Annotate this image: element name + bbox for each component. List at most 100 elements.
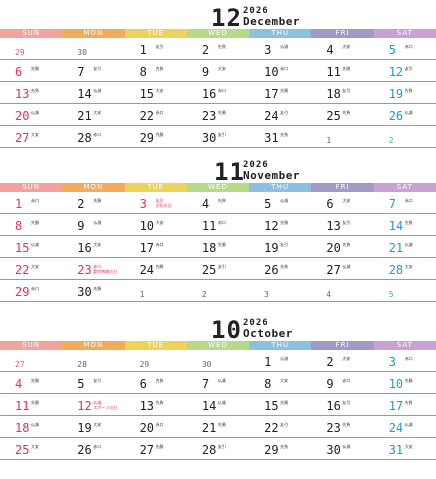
day-number: 25 [326,109,341,123]
rokuyo-label: 先勝 [217,242,226,247]
day-number: 7 [388,197,396,211]
day-number: 18 [15,421,30,435]
month-name: November [243,169,300,182]
day-cell: 25 先負 [311,104,373,125]
day-cell: 12 仏滅 スポーツの日 [62,394,124,415]
weekday-label-fri: FRI [311,183,374,192]
day-number: 26 [388,109,404,123]
day-cell: 23 赤口 勤労感謝の日 [62,258,124,279]
day-cell: 16 大安 [62,236,124,257]
rokuyo-label: 大安 [31,132,39,137]
rokuyo-label: 仏滅 [342,264,351,269]
day-number: 2 [388,136,394,145]
day-number: 17 [264,87,279,101]
rokuyo-label: 友引 [342,400,351,405]
day-cell: 7 仏滅 [187,372,249,393]
day-number: 8 [264,377,272,391]
day-cell: 21 仏滅 [374,236,436,257]
day-cell: 28 大安 [374,258,436,279]
day-cell: 9 大安 [187,60,249,81]
day-cell: 8 先負 [125,60,187,81]
day-cell: 8 先勝 [0,214,62,235]
weekday-label-thu: THU [249,341,312,350]
day-cell: 15 先勝 [249,394,311,415]
rokuyo-label: 仏滅 [404,110,413,115]
rokuyo-label: 仏滅 [93,88,102,93]
day-number: 12 [77,399,92,413]
rokuyo-label: 大安 [404,444,413,449]
week-row: 25 大安 26 赤口 27 先勝 28 友引 29 先負 30 仏滅 31 大安 [0,438,436,460]
day-cell: 4 先勝 [0,372,62,393]
day-cell: 4 大安 [311,38,373,59]
day-cell: 1 赤口 [0,192,62,213]
rokuyo-label: 大安 [404,264,413,269]
weekday-label-sun: SUN [0,341,63,350]
day-cell: 14 仏滅 [187,394,249,415]
day-number: 19 [77,421,92,435]
rokuyo-label: 仏滅 [280,356,289,361]
day-cell: 18 友引 [311,82,373,103]
day-number: 31 [264,131,279,145]
day-cell: 20 先負 [311,236,373,257]
rokuyo-label: 先勝 [280,88,289,93]
day-cell: 10 先勝 [374,372,436,393]
day-cell: 22 友引 [249,416,311,437]
day-cell: 17 先負 [374,394,436,415]
rokuyo-label: 先負 [404,88,413,93]
day-number: 13 [15,87,30,101]
month-number: 12 [211,4,242,32]
day-cell: 12 先勝 [249,214,311,235]
day-cell: 28 友引 [187,438,249,459]
rokuyo-label: 先負 [342,110,351,115]
day-cell: 27 先勝 [125,438,187,459]
weekday-label-sat: SAT [373,341,436,350]
week-grid: 1 赤口 2 先勝 3 友引 文化の日 4 先負 5 仏滅 6 大安 7 赤口 8 先勝 9 仏滅 10 大安 11 赤口 1… [0,192,436,302]
day-cell: 11 赤口 [187,214,249,235]
day-number: 29 [15,285,30,299]
rokuyo-label: 大安 [342,198,351,203]
weekday-label-fri: FRI [311,29,374,38]
rokuyo-label: 先勝 [155,444,164,449]
day-number: 4 [326,290,332,299]
rokuyo-label: 友引 [217,264,226,269]
day-number: 29 [264,443,279,457]
day-cell: 12 友引 [374,60,436,81]
rokuyo-label: 赤口 [217,220,226,225]
month-name: December [243,15,300,28]
rokuyo-label: 赤口 [404,44,413,49]
day-cell: 22 大安 [0,258,62,279]
day-cell: 29 先勝 [125,126,187,147]
rokuyo-label: 友引 [155,44,164,49]
day-cell: 7 友引 [62,60,124,81]
day-number: 9 [77,219,85,233]
rokuyo-label: 先勝 [31,378,39,383]
weekday-bar: SUN MON TUE WED THU FRI SAT [0,29,436,38]
day-cell: 24 先勝 [125,258,187,279]
rokuyo-label: 大安 [31,444,39,449]
day-cell: 14 先負 [374,214,436,235]
rokuyo-label: 仏滅 [31,242,39,247]
day-number: 6 [139,377,147,391]
rokuyo-label: 赤口 [280,66,289,71]
day-cell: 18 仏滅 [0,416,62,437]
rokuyo-label: 友引 [280,110,289,115]
day-number: 3 [388,355,396,369]
day-cell: 10 赤口 [249,60,311,81]
day-number: 3 [139,197,147,211]
week-row: 29 30 1 友引 2 先負 3 仏滅 4 大安 5 赤口 [0,38,436,60]
rokuyo-label: 友引 [342,88,351,93]
day-number: 26 [77,443,92,457]
day-cell: 24 仏滅 [374,416,436,437]
day-number: 27 [326,263,341,277]
month-block-december: 12 2026 December SUN MON TUE WED THU FRI SAT 2… [0,6,436,148]
day-cell: 14 仏滅 [62,82,124,103]
day-cell: 28 赤口 [62,126,124,147]
day-cell: 7 赤口 [374,192,436,213]
day-number: 22 [15,263,30,277]
day-cell: 3 赤口 [374,350,436,371]
rokuyo-label: 大安 [217,66,226,71]
month-header: 10 2026 October [0,318,436,342]
day-number: 22 [139,109,155,123]
weekday-label-thu: THU [249,29,312,38]
day-cell: 27 仏滅 [311,258,373,279]
